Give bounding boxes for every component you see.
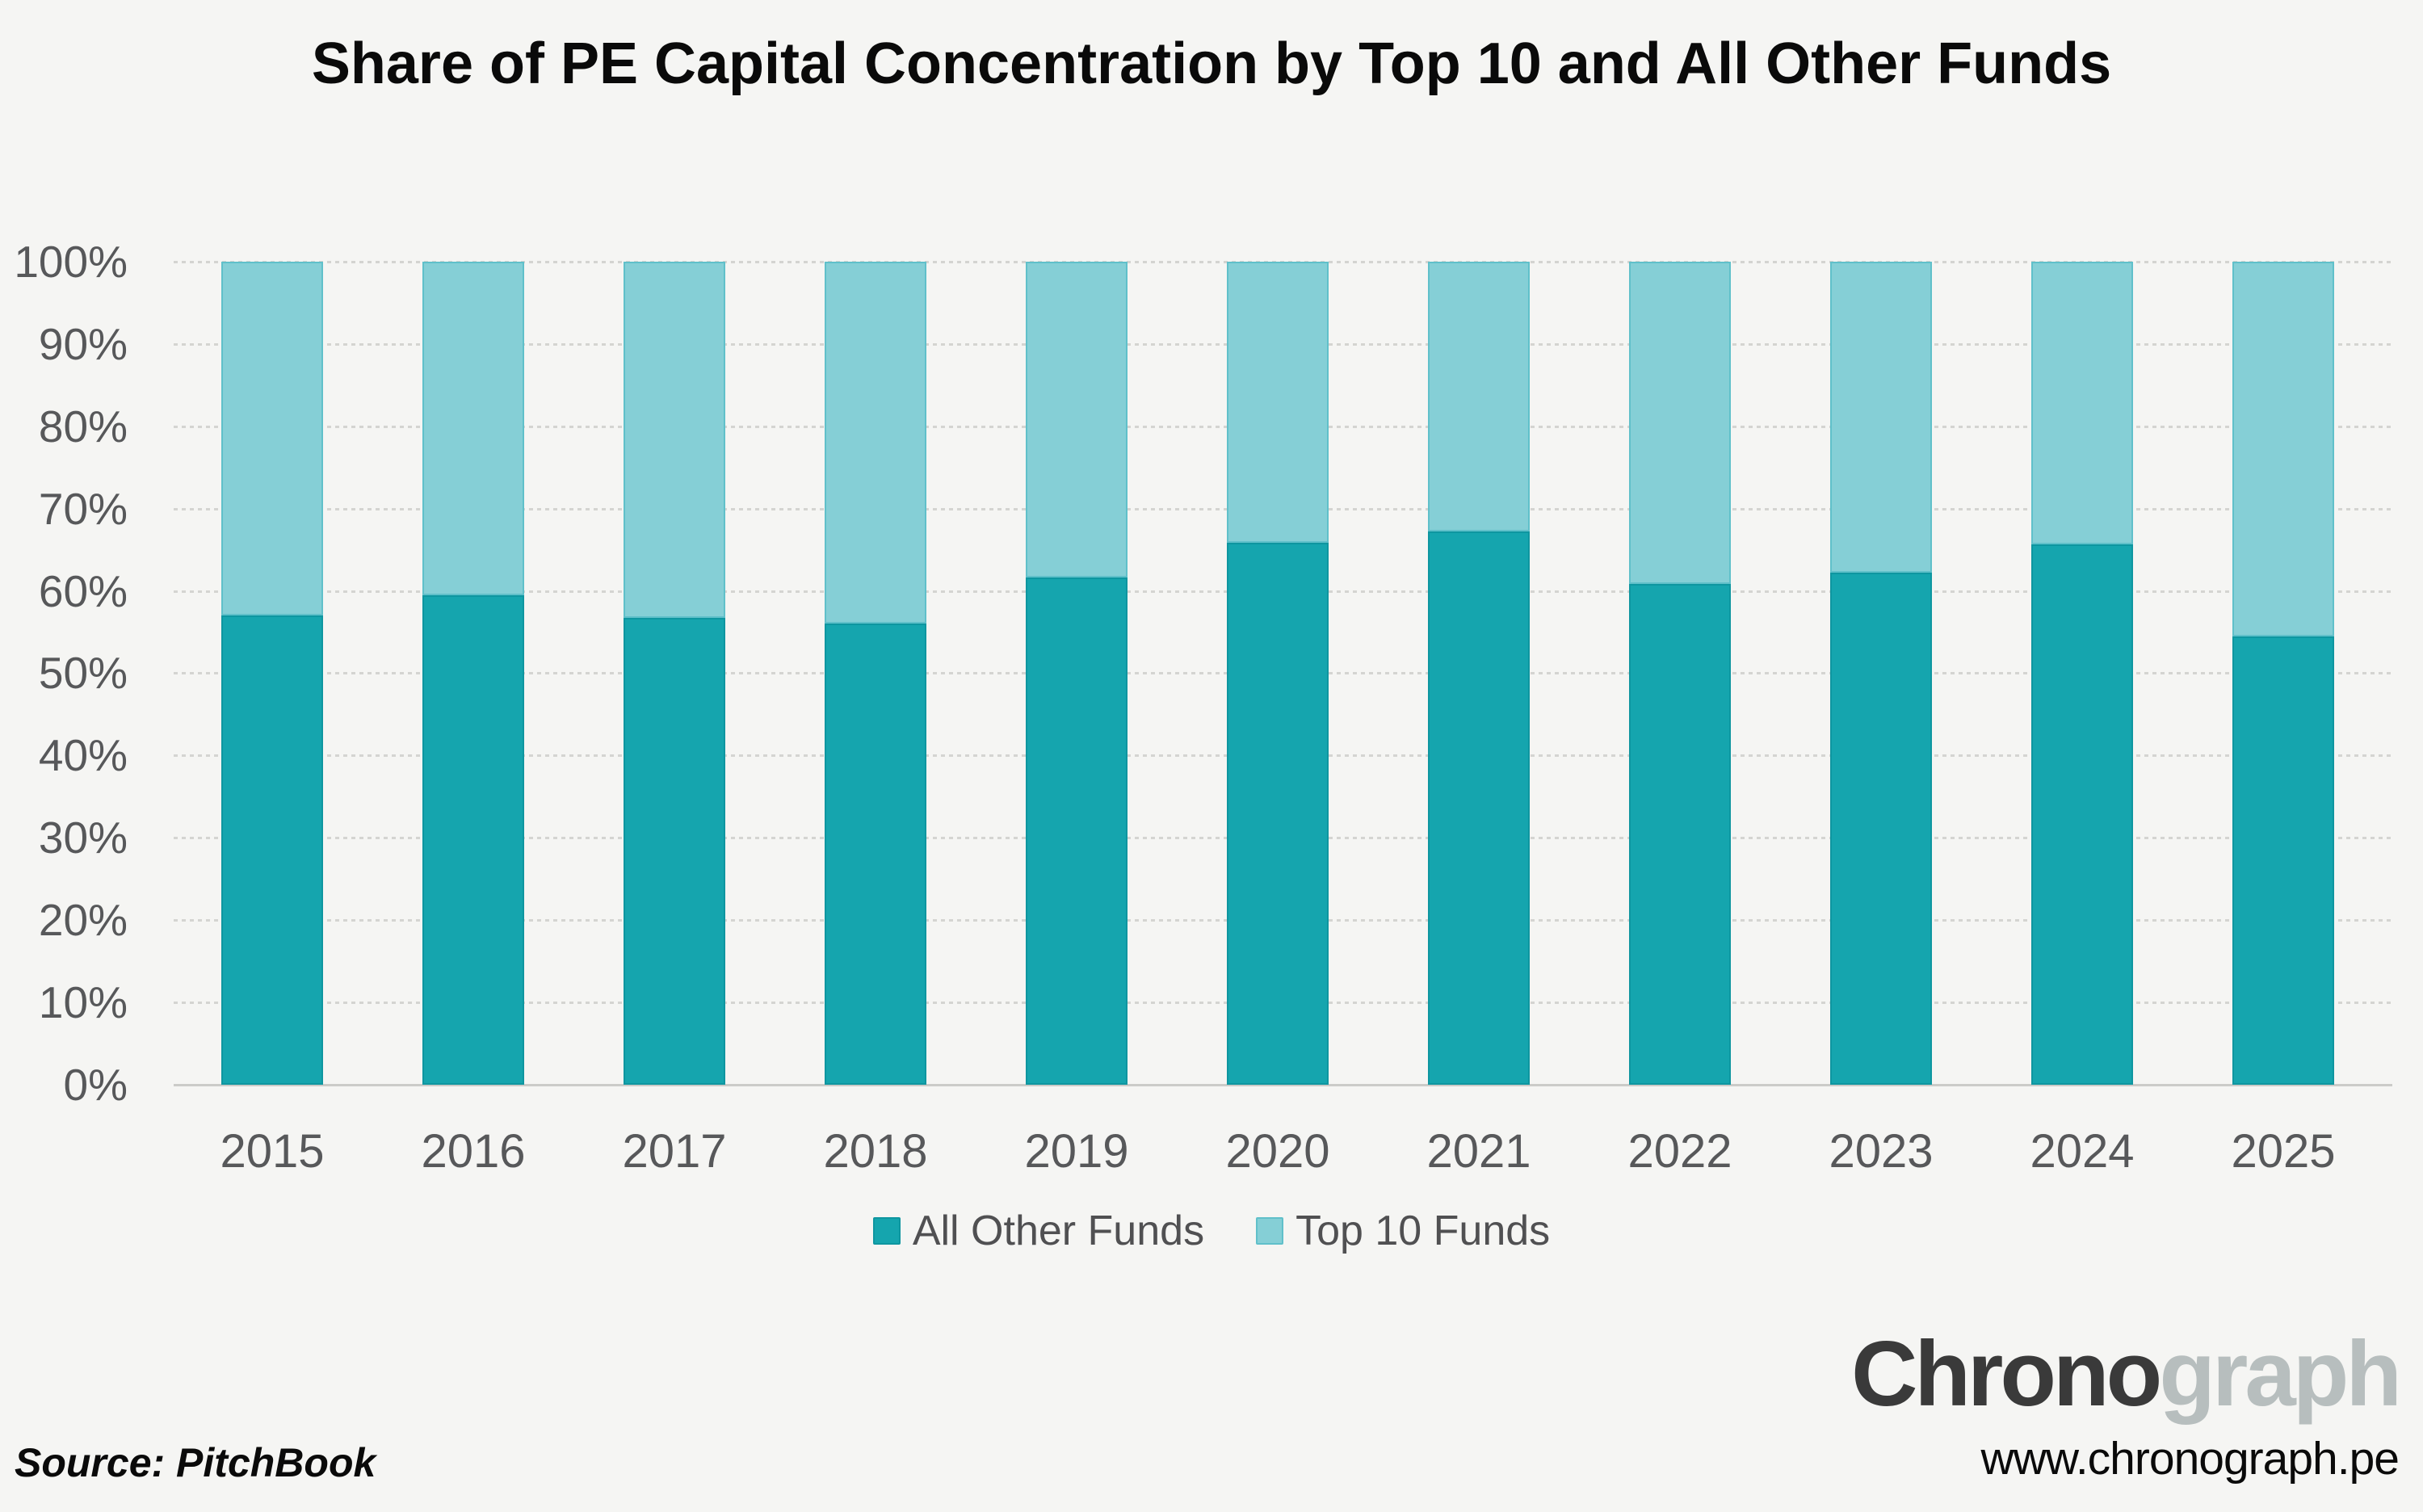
x-tick-label: 2021 — [1426, 1125, 1531, 1178]
x-axis-line — [174, 1084, 2392, 1086]
bar-segment-top-10-funds — [1629, 262, 1731, 584]
bar-segment-all-other-funds — [825, 624, 926, 1085]
y-tick-label: 50% — [38, 648, 128, 698]
x-tick-label: 2023 — [1829, 1125, 1934, 1178]
y-tick-label: 70% — [38, 484, 128, 534]
y-tick-label: 60% — [38, 566, 128, 616]
chart-title: Share of PE Capital Concentration by Top… — [311, 32, 2112, 96]
x-tick-label: 2024 — [2030, 1125, 2135, 1178]
x-tick-label: 2018 — [823, 1125, 928, 1178]
bar-segment-all-other-funds — [221, 615, 323, 1085]
y-tick-label: 40% — [38, 730, 128, 780]
legend-swatch-all-other-funds — [872, 1217, 901, 1245]
bar-segment-top-10-funds — [1428, 262, 1530, 531]
bar-segment-top-10-funds — [2232, 262, 2334, 636]
bar-2025 — [2232, 262, 2334, 1085]
website-url: www.chronograph.pe — [1980, 1433, 2400, 1485]
source-note: Source: PitchBook — [15, 1440, 376, 1485]
bar-segment-top-10-funds — [221, 262, 323, 615]
bar-2016 — [422, 262, 524, 1085]
y-tick-label: 10% — [38, 977, 128, 1027]
x-tick-label: 2017 — [622, 1125, 727, 1178]
legend-item-all-other-funds: All Other Funds — [872, 1207, 1205, 1255]
bar-2015 — [221, 262, 323, 1085]
bar-segment-all-other-funds — [1830, 573, 1932, 1085]
legend-item-top-10-funds: Top 10 Funds — [1256, 1207, 1550, 1255]
bar-segment-top-10-funds — [1026, 262, 1128, 578]
legend: All Other Funds Top 10 Funds — [0, 1207, 2423, 1255]
bar-segment-all-other-funds — [1629, 584, 1731, 1085]
brand-block: Chronograph www.chronograph.pe — [1851, 1329, 2402, 1485]
bar-2020 — [1227, 262, 1329, 1085]
bar-segment-all-other-funds — [2031, 544, 2133, 1085]
logo-chrono-text: Chrono — [1851, 1323, 2162, 1426]
bar-segment-top-10-funds — [624, 262, 725, 618]
logo-graph-text: graph — [2159, 1323, 2402, 1426]
bar-segment-all-other-funds — [624, 618, 725, 1085]
bar-2021 — [1428, 262, 1530, 1085]
bar-segment-all-other-funds — [2232, 636, 2334, 1085]
x-tick-label: 2022 — [1627, 1125, 1732, 1178]
x-tick-label: 2016 — [421, 1125, 526, 1178]
bar-2017 — [624, 262, 725, 1085]
y-tick-label: 30% — [38, 813, 128, 863]
y-tick-label: 0% — [63, 1060, 128, 1110]
bar-segment-top-10-funds — [422, 262, 524, 595]
bar-2024 — [2031, 262, 2133, 1085]
bar-segment-all-other-funds — [1428, 531, 1530, 1085]
bar-segment-top-10-funds — [1227, 262, 1329, 543]
bar-2022 — [1629, 262, 1731, 1085]
bar-2018 — [825, 262, 926, 1085]
legend-label-all-other-funds: All Other Funds — [912, 1208, 1205, 1254]
logo: Chronograph — [1851, 1329, 2402, 1421]
x-tick-label: 2015 — [220, 1125, 325, 1178]
x-tick-label: 2020 — [1225, 1125, 1330, 1178]
bar-2023 — [1830, 262, 1932, 1085]
bar-segment-top-10-funds — [825, 262, 926, 624]
legend-swatch-top-10-funds — [1256, 1217, 1284, 1245]
y-tick-label: 100% — [14, 237, 128, 287]
bar-segment-top-10-funds — [1830, 262, 1932, 573]
bar-segment-all-other-funds — [422, 595, 524, 1085]
bar-segment-all-other-funds — [1227, 543, 1329, 1085]
bar-segment-top-10-funds — [2031, 262, 2133, 544]
plot-area — [174, 262, 2392, 1085]
y-tick-label: 20% — [38, 895, 128, 945]
x-tick-label: 2025 — [2231, 1125, 2336, 1178]
y-tick-label: 90% — [38, 319, 128, 369]
x-tick-label: 2019 — [1024, 1125, 1129, 1178]
bar-segment-all-other-funds — [1026, 578, 1128, 1085]
legend-label-top-10-funds: Top 10 Funds — [1295, 1208, 1551, 1254]
y-tick-label: 80% — [38, 401, 128, 452]
bar-2019 — [1026, 262, 1128, 1085]
